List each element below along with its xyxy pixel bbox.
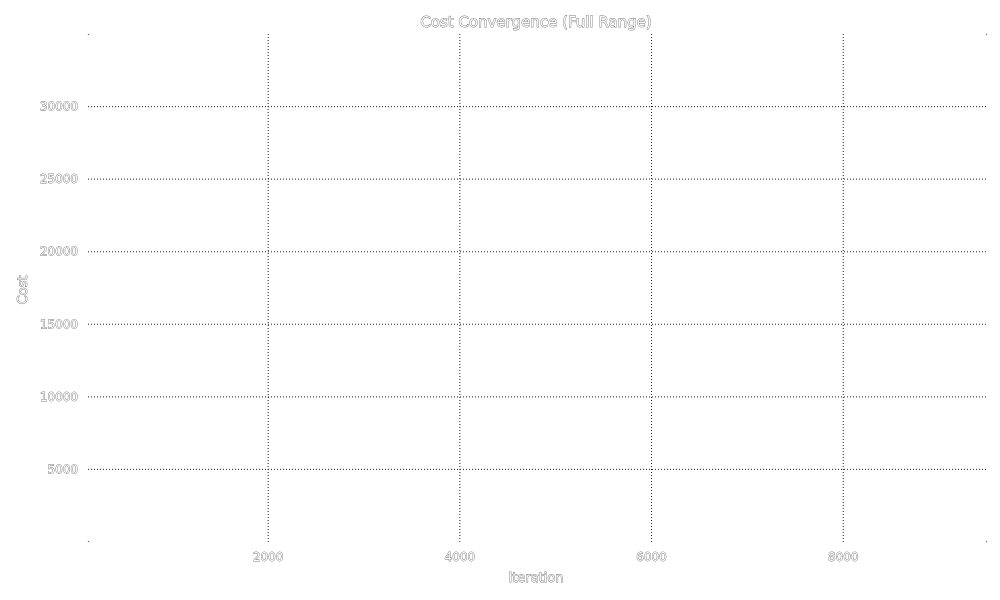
y-axis-label: Cost	[16, 276, 31, 305]
x-axis-label: Iteration	[508, 571, 563, 586]
y-tick-label: 15000	[40, 317, 78, 331]
y-tick-label: 30000	[40, 100, 78, 114]
axis-corner-mark	[985, 33, 988, 36]
x-tick-label: 8000	[828, 550, 859, 564]
y-axis-ticks: 5000 10000 15000 20000 25000 30000	[39, 99, 78, 477]
axis-corner-mark	[87, 33, 90, 36]
axis-corner-mark	[87, 540, 90, 543]
x-tick-label: 2000	[253, 550, 284, 564]
x-axis-ticks: 2000 4000 6000 8000	[253, 550, 859, 565]
y-tick-label: 20000	[40, 245, 78, 259]
y-tick-label: 25000	[40, 172, 78, 186]
x-tick-label: 6000	[636, 550, 667, 564]
axis-corners	[87, 33, 988, 543]
x-tick-label: 4000	[445, 550, 476, 564]
y-tick-label: 5000	[47, 462, 78, 476]
axis-corner-mark	[985, 540, 988, 543]
grid-layer	[88, 34, 987, 542]
chart-title: Cost Convergence (Full Range)	[420, 13, 651, 31]
y-tick-label: 10000	[40, 390, 78, 404]
